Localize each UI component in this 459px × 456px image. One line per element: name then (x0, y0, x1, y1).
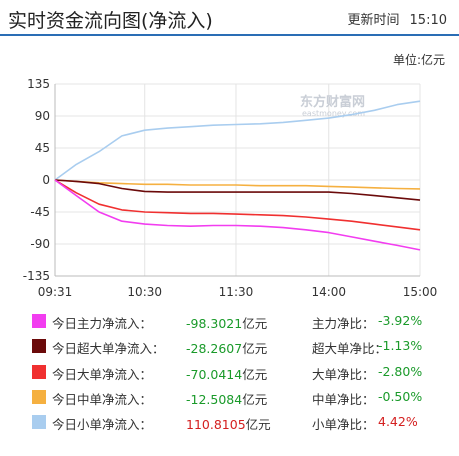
y-tick-label: 90 (35, 109, 50, 123)
medium-inflow-number: -12.5084 (186, 392, 243, 407)
title-bar: 实时资金流向图(净流入) 更新时间 15:10 (0, 0, 459, 36)
update-time-display: 更新时间 15:10 (348, 9, 447, 28)
large-inflow-number: -70.0414 (186, 367, 243, 382)
x-tick-label: 10:30 (127, 285, 162, 299)
small-inflow-number: 110.8105 (186, 417, 246, 432)
legend-row-medium: 今日中单净流入： -12.5084亿元 中单净比： -0.50% (32, 387, 452, 407)
medium-inflow-label: 今日中单净流入： (52, 392, 153, 407)
large-inflow-unit: 亿元 (242, 367, 268, 382)
fund-flow-chart: 东方财富网 eastmoney.com 135 90 45 0 -45 -90 -135 0… (23, 77, 438, 299)
y-tick-label: 45 (35, 141, 50, 155)
small-swatch (32, 415, 46, 429)
x-tick-label: 11:30 (219, 285, 254, 299)
small-ratio-label: 小单净比： (312, 417, 375, 432)
legend-row-main: 今日主力净流入： -98.3021亿元 主力净比： -3.92% (32, 311, 452, 331)
series-line-0 (54, 179, 421, 251)
legend-row-small: 今日小单净流入： 110.8105亿元 小单净比： 4.42% (32, 412, 452, 432)
x-tick-label: 09:31 (38, 285, 73, 299)
legend-table: 今日主力净流入： -98.3021亿元 主力净比： -3.92% 今日超大单净流… (32, 311, 452, 441)
medium-ratio-value: -0.50% (378, 389, 423, 404)
super-large-inflow-unit: 亿元 (242, 341, 268, 356)
large-swatch (32, 365, 46, 379)
update-time-value: 15:10 (409, 13, 447, 28)
chart-title: 实时资金流向图(净流入) (8, 10, 213, 32)
small-inflow-label: 今日小单净流入： (52, 417, 153, 432)
y-tick-label: 0 (42, 173, 50, 187)
main-swatch (32, 314, 46, 328)
main-ratio-value: -3.92% (378, 313, 423, 328)
series-lines (54, 100, 421, 251)
super-large-ratio-label: 超大单净比： (312, 341, 388, 356)
x-tick-label: 14:00 (311, 285, 346, 299)
main-ratio-label: 主力净比： (312, 316, 375, 331)
large-ratio-value: -2.80% (378, 364, 423, 379)
watermark-brand: 东方财富网 (300, 94, 365, 110)
super-large-swatch (32, 339, 46, 353)
super-large-inflow-number: -28.2607 (186, 341, 243, 356)
series-line-2 (54, 179, 421, 231)
y-tick-label: -135 (23, 269, 50, 283)
series-line-3 (54, 179, 421, 190)
small-inflow-value: 110.8105亿元 (186, 414, 271, 433)
medium-inflow-unit: 亿元 (242, 392, 268, 407)
medium-ratio-label: 中单净比： (312, 392, 375, 407)
super-large-inflow-label: 今日超大单净流入： (52, 341, 165, 356)
main-inflow-unit: 亿元 (242, 316, 268, 331)
x-tick-label: 15:00 (403, 285, 438, 299)
series-line-4 (54, 100, 421, 181)
x-axis-ticks: 09:31 10:30 11:30 14:00 15:00 (38, 285, 438, 299)
watermark-url: eastmoney.com (302, 109, 365, 118)
main-inflow-value: -98.3021亿元 (186, 313, 267, 332)
small-inflow-unit: 亿元 (245, 417, 271, 432)
main-inflow-number: -98.3021 (186, 316, 243, 331)
y-axis-ticks: 135 90 45 0 -45 -90 -135 (23, 77, 50, 283)
y-tick-label: 135 (27, 77, 50, 91)
super-large-ratio-value: -1.13% (378, 338, 423, 353)
large-inflow-value: -70.0414亿元 (186, 364, 267, 383)
series-line-1 (54, 179, 421, 201)
medium-swatch (32, 390, 46, 404)
update-time-label: 更新时间 (347, 13, 400, 28)
y-tick-label: -45 (30, 205, 50, 219)
y-tick-label: -90 (30, 237, 50, 251)
legend-row-super-large: 今日超大单净流入： -28.2607亿元 超大单净比： -1.13% (32, 336, 452, 356)
large-inflow-label: 今日大单净流入： (52, 367, 153, 382)
main-inflow-label: 今日主力净流入： (52, 316, 153, 331)
legend-row-large: 今日大单净流入： -70.0414亿元 大单净比： -2.80% (32, 362, 452, 382)
large-ratio-label: 大单净比： (312, 367, 375, 382)
unit-label: 单位:亿元 (392, 53, 445, 67)
super-large-inflow-value: -28.2607亿元 (186, 338, 267, 357)
medium-inflow-value: -12.5084亿元 (186, 389, 267, 408)
small-ratio-value: 4.42% (378, 414, 418, 429)
watermark-logo: 东方财富网 eastmoney.com (300, 94, 365, 118)
